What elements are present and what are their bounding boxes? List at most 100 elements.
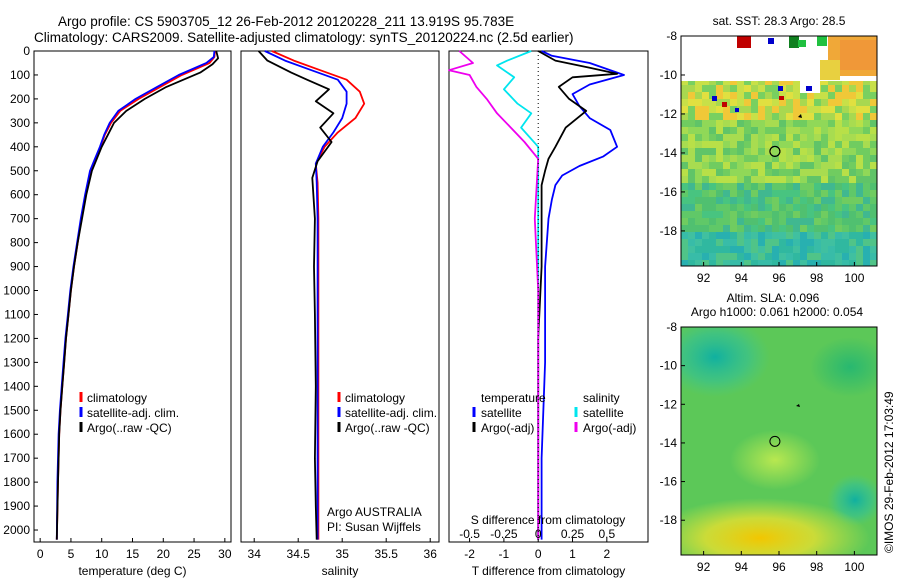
sst-cell [758, 197, 765, 204]
depth-tick-label: 600 [10, 188, 30, 202]
sst-cell [779, 155, 786, 162]
sst-cell [849, 246, 856, 253]
sst-cell [772, 253, 779, 260]
sst-cell [828, 92, 835, 99]
sst-cell [702, 120, 709, 127]
sst-cell [793, 106, 800, 113]
depth-tick-label: 100 [10, 68, 30, 82]
sst-cell [716, 141, 723, 148]
sst-cell [681, 127, 688, 134]
sst-cell [737, 253, 744, 260]
sst-cell [688, 134, 695, 141]
sst-cell [716, 162, 723, 169]
sst-cell [681, 120, 688, 127]
s-scale-label: -0.5 [459, 527, 480, 541]
sst-cell [870, 99, 877, 106]
sst-cell [849, 190, 856, 197]
sst-cell [870, 204, 877, 211]
sst-cell [870, 183, 877, 190]
sst-cell [702, 169, 709, 176]
depth-tick-label: 400 [10, 140, 30, 154]
s-scale-label: 0.25 [561, 527, 585, 541]
sst-cell [835, 134, 842, 141]
x-tick-label: 2 [603, 547, 610, 561]
sst-cell [863, 204, 870, 211]
sst-cell [863, 169, 870, 176]
x-tick-label: 10 [95, 547, 109, 561]
sst-cell [856, 162, 863, 169]
sst-cell [800, 204, 807, 211]
sst-cell [765, 246, 772, 253]
sst-cell [772, 120, 779, 127]
sst-cell [870, 246, 877, 253]
sst-cell [807, 204, 814, 211]
sst-cell [814, 190, 821, 197]
sst-cell [856, 225, 863, 232]
sst-cell [723, 113, 730, 120]
sst-cell [737, 120, 744, 127]
legend-label: satellite-adj. clim. [345, 406, 437, 420]
sst-cell [730, 113, 737, 120]
sst-cell [821, 190, 828, 197]
sst-cell [856, 92, 863, 99]
sst-cell [786, 127, 793, 134]
sst-cell [870, 190, 877, 197]
sst-cell [793, 239, 800, 246]
sst-cell [863, 197, 870, 204]
sst-cell [821, 204, 828, 211]
map-y-tick-label: -18 [660, 513, 678, 527]
sst-cell [800, 176, 807, 183]
sst-cell [814, 106, 821, 113]
sst-cell [821, 106, 828, 113]
x-tick-label: 15 [126, 547, 140, 561]
sst-cell [828, 225, 835, 232]
sst-cell [744, 155, 751, 162]
sst-cell [793, 113, 800, 120]
sst-cell [702, 204, 709, 211]
sst-cell [800, 92, 807, 99]
sst-cell [877, 155, 884, 162]
sst-cell [751, 253, 758, 260]
sst-cell [821, 127, 828, 134]
sst-cell [730, 190, 737, 197]
sst-cell [737, 225, 744, 232]
sst-cell [737, 106, 744, 113]
sst-cell [702, 183, 709, 190]
sst-cell [842, 169, 849, 176]
sst-cell [702, 190, 709, 197]
sst-cell [688, 92, 695, 99]
x-tick-label: 34 [248, 547, 262, 561]
sst-cell [793, 99, 800, 106]
sst-cell [730, 218, 737, 225]
sst-cell [751, 148, 758, 155]
sst-cell [737, 78, 744, 85]
sst-cell [849, 141, 856, 148]
sst-cell [821, 85, 828, 92]
sst-cell [877, 225, 884, 232]
sst-cell [737, 134, 744, 141]
x-tick-label: 0 [37, 547, 44, 561]
sst-cell [779, 253, 786, 260]
sst-cell [695, 232, 702, 239]
sst-cell [772, 260, 779, 266]
sst-cell [814, 204, 821, 211]
map-x-tick-label: 98 [810, 560, 824, 574]
sst-cell [863, 155, 870, 162]
sst-cell [793, 232, 800, 239]
sst-cell [821, 232, 828, 239]
salinity-panel-frame [240, 50, 440, 543]
sst-cell [765, 169, 772, 176]
sst-cell [758, 120, 765, 127]
sst-cell [863, 190, 870, 197]
sst-cell [737, 127, 744, 134]
sst-cell [772, 127, 779, 134]
legend-label: satellite [481, 406, 522, 420]
sst-cell [744, 85, 751, 92]
sst-cell [821, 120, 828, 127]
sst-cell [695, 183, 702, 190]
sst-cell [849, 127, 856, 134]
sst-cell [681, 162, 688, 169]
legend-label: satellite [583, 406, 624, 420]
sst-cell [800, 246, 807, 253]
sst-cell [695, 239, 702, 246]
